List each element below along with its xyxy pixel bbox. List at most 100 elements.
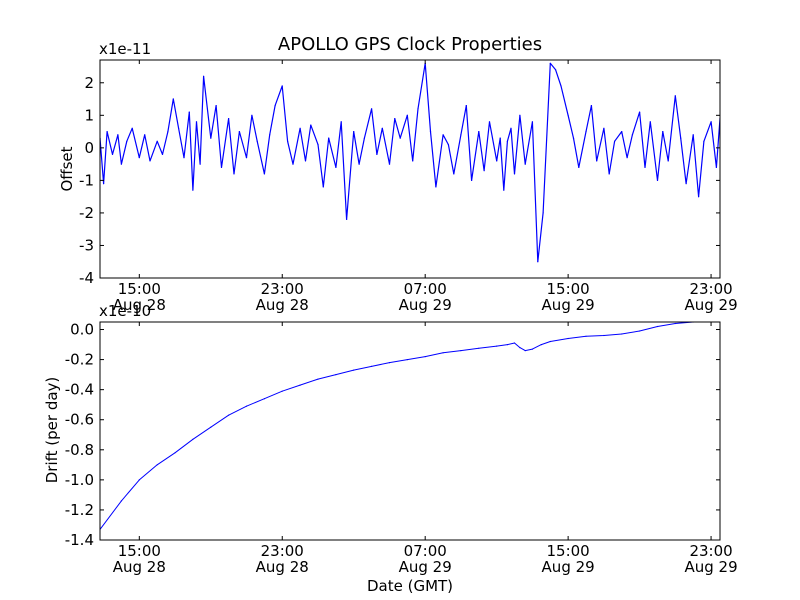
drift-data-point — [496, 345, 498, 347]
offset-data-point — [195, 121, 198, 123]
drift-data-point — [120, 500, 122, 502]
offset-data-point — [465, 105, 467, 107]
offset-data-point — [353, 131, 355, 133]
offset-data-point — [335, 166, 337, 168]
offset-data-point — [203, 75, 205, 77]
offset-data-point — [667, 160, 669, 162]
offset-y-tick-label: -4 — [79, 269, 94, 287]
offset-data-point — [603, 127, 605, 129]
drift-x-tick-time: 15:00 — [547, 542, 590, 560]
drift-data-point — [210, 426, 212, 428]
offset-data-point — [656, 179, 659, 181]
drift-data-point — [192, 438, 194, 440]
offset-data-point — [251, 114, 253, 116]
offset-data-point — [703, 140, 705, 142]
drift-data-point — [460, 350, 462, 352]
offset-data-point — [346, 218, 348, 220]
drift-data-point — [585, 335, 587, 337]
offset-data-point — [144, 134, 146, 136]
offset-x-tick-date: Aug 28 — [113, 296, 166, 314]
drift-y-tick-label: -1.2 — [65, 501, 94, 519]
offset-data-point — [478, 131, 480, 133]
drift-y-tick-label: -0.2 — [65, 351, 94, 369]
offset-data-point — [156, 140, 158, 142]
drift-data-point — [371, 365, 373, 367]
offset-data-point — [199, 163, 201, 165]
offset-data-point — [328, 137, 330, 139]
drift-data-point — [639, 330, 641, 332]
offset-x-tick-time: 23:00 — [261, 280, 304, 298]
offset-data-point — [274, 105, 276, 107]
drift-x-tick-date: Aug 28 — [113, 558, 166, 576]
offset-x-tick-time: 15:00 — [547, 280, 590, 298]
offset-data-point — [292, 163, 294, 165]
offset-data-point — [417, 108, 419, 110]
offset-data-point — [649, 121, 651, 123]
offset-data-point — [578, 166, 580, 168]
offset-x-tick-date: Aug 29 — [684, 296, 737, 314]
offset-plot-area — [100, 62, 720, 263]
offset-data-point — [363, 137, 365, 139]
drift-data-point — [540, 344, 542, 346]
drift-data-point — [353, 369, 355, 371]
offset-data-point — [131, 127, 133, 129]
offset-data-point — [394, 118, 396, 120]
offset-data-point — [531, 121, 534, 123]
drift-panel: x1e-10 Drift (per day) Date (GMT) -1.4 -1… — [43, 302, 738, 595]
offset-data-point — [680, 137, 682, 139]
offset-data-point — [519, 114, 521, 116]
offset-data-point — [537, 261, 539, 263]
offset-data-point — [567, 114, 569, 116]
offset-x-tick-time: 07:00 — [404, 280, 447, 298]
offset-data-point — [215, 105, 217, 107]
offset-x-tick-date: Aug 29 — [399, 296, 452, 314]
drift-x-tick-time: 23:00 — [689, 542, 732, 560]
offset-data-point — [555, 69, 557, 71]
drift-x-tick-time: 15:00 — [118, 542, 161, 560]
offset-data-point — [233, 173, 235, 175]
offset-data-point — [138, 157, 140, 159]
offset-data-point — [488, 121, 491, 123]
offset-data-point — [513, 173, 516, 175]
offset-data-point — [322, 186, 324, 188]
offset-data-point — [496, 160, 498, 162]
offset-data-point — [117, 134, 119, 136]
drift-data-point — [299, 384, 301, 386]
offset-data-point — [590, 105, 593, 107]
offset-data-point — [358, 163, 360, 165]
offset-data-point — [674, 95, 676, 97]
drift-data-point — [524, 350, 526, 352]
drift-y-tick-label: -1.4 — [65, 531, 94, 549]
offset-data-point — [503, 189, 505, 191]
offset-data-point — [106, 131, 108, 133]
drift-data-point — [567, 337, 569, 340]
drift-y-tick-label: -0.8 — [65, 441, 94, 459]
drift-data-point — [406, 359, 408, 361]
offset-x-tick-date: Aug 28 — [256, 296, 309, 314]
offset-data-point — [483, 170, 485, 172]
drift-data-point — [674, 322, 676, 325]
drift-data-point — [388, 362, 391, 364]
offset-data-point — [111, 153, 114, 155]
offset-data-point — [388, 163, 391, 165]
offset-data-point — [453, 173, 455, 175]
offset-data-point — [644, 166, 646, 168]
offset-data-point — [310, 124, 312, 126]
offset-data-point — [188, 111, 190, 113]
offset-data-point — [220, 166, 223, 168]
offset-y-tick-label: -1 — [79, 171, 94, 189]
offset-data-point — [376, 153, 378, 155]
offset-data-point — [161, 153, 164, 155]
drift-data-point — [519, 347, 521, 349]
drift-x-tick-date: Aug 29 — [399, 558, 452, 576]
offset-data-point — [210, 137, 212, 139]
offset-y-tick-label: 2 — [84, 74, 94, 92]
offset-data-point — [572, 137, 575, 139]
drift-x-tick-time: 23:00 — [261, 542, 304, 560]
offset-data-point — [460, 134, 462, 136]
drift-x-tick-date: Aug 28 — [256, 558, 309, 576]
offset-data-point — [585, 131, 587, 133]
offset-data-point — [662, 131, 664, 133]
